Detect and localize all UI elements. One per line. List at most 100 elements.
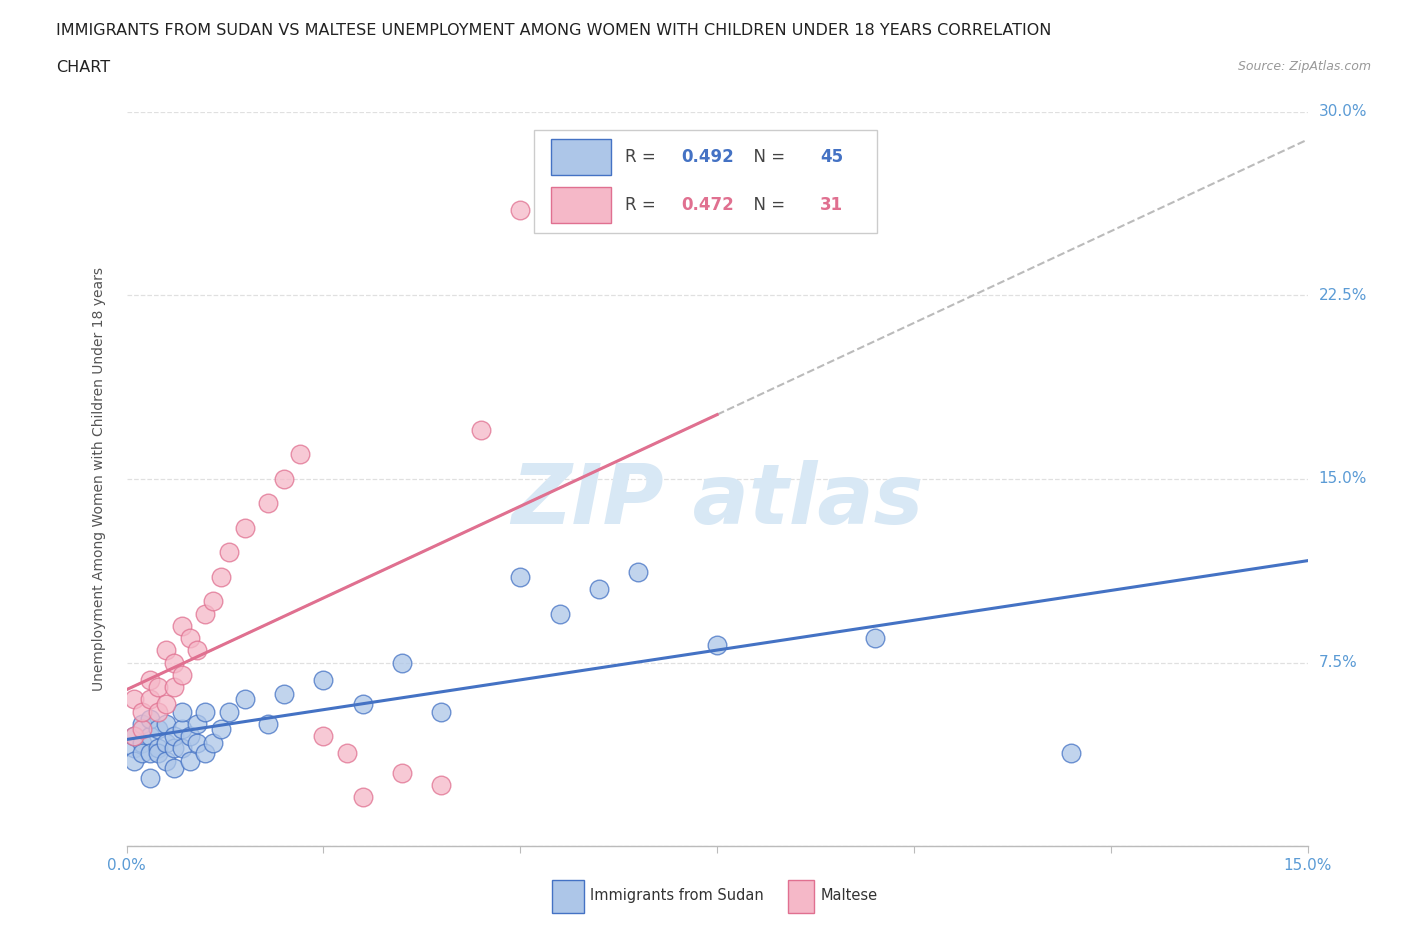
Point — [202, 594, 225, 609]
Point — [430, 704, 453, 719]
Point — [155, 716, 177, 731]
Point — [470, 422, 492, 437]
Point — [124, 692, 146, 707]
Point — [139, 770, 162, 785]
Point — [146, 722, 169, 737]
Point — [257, 716, 280, 731]
Point — [430, 777, 453, 792]
Text: 30.0%: 30.0% — [1319, 104, 1367, 119]
Point — [218, 545, 240, 560]
Point — [163, 655, 186, 670]
Point — [146, 704, 169, 719]
Point — [163, 680, 186, 695]
Point — [312, 729, 335, 744]
Point — [155, 736, 177, 751]
Point — [186, 736, 208, 751]
Point — [139, 672, 162, 687]
Point — [155, 753, 177, 768]
Point — [163, 729, 186, 744]
Text: N =: N = — [742, 148, 790, 166]
Text: 31: 31 — [820, 196, 844, 214]
Point — [131, 716, 153, 731]
Text: 22.5%: 22.5% — [1319, 287, 1367, 303]
Point — [170, 618, 193, 633]
Point — [336, 746, 359, 761]
Point — [257, 496, 280, 511]
Point — [194, 746, 217, 761]
Point — [124, 753, 146, 768]
Point — [391, 655, 413, 670]
Point — [124, 741, 146, 756]
Point — [509, 569, 531, 584]
Point — [170, 722, 193, 737]
FancyBboxPatch shape — [534, 130, 876, 232]
Point — [170, 741, 193, 756]
Text: R =: R = — [624, 148, 661, 166]
Text: ZIP atlas: ZIP atlas — [510, 460, 924, 541]
Text: R =: R = — [624, 196, 661, 214]
Text: 45: 45 — [820, 148, 844, 166]
Point — [194, 606, 217, 621]
Point — [273, 687, 295, 702]
Point — [288, 447, 311, 462]
Text: 7.5%: 7.5% — [1319, 655, 1357, 671]
Point — [588, 582, 610, 597]
Point — [209, 722, 232, 737]
Point — [233, 692, 256, 707]
Point — [146, 680, 169, 695]
Point — [139, 692, 162, 707]
Point — [139, 729, 162, 744]
Bar — [551, 880, 585, 913]
Point — [179, 631, 201, 645]
Point — [131, 736, 153, 751]
Text: IMMIGRANTS FROM SUDAN VS MALTESE UNEMPLOYMENT AMONG WOMEN WITH CHILDREN UNDER 18: IMMIGRANTS FROM SUDAN VS MALTESE UNEMPLO… — [56, 23, 1052, 38]
Point — [179, 753, 201, 768]
Point — [202, 736, 225, 751]
Point — [131, 722, 153, 737]
FancyBboxPatch shape — [551, 187, 610, 222]
Point — [1060, 746, 1083, 761]
Point — [352, 697, 374, 711]
Point — [155, 643, 177, 658]
Point — [155, 697, 177, 711]
Point — [352, 790, 374, 804]
Text: Immigrants from Sudan: Immigrants from Sudan — [591, 887, 763, 903]
Point — [124, 729, 146, 744]
Point — [139, 746, 162, 761]
Text: 0.492: 0.492 — [682, 148, 734, 166]
Point — [146, 741, 169, 756]
Text: Maltese: Maltese — [821, 887, 877, 903]
Point — [627, 565, 650, 579]
Point — [186, 716, 208, 731]
Point — [548, 606, 571, 621]
Y-axis label: Unemployment Among Women with Children Under 18 years: Unemployment Among Women with Children U… — [91, 267, 105, 691]
Point — [170, 668, 193, 683]
Text: 0.472: 0.472 — [682, 196, 734, 214]
Point — [163, 741, 186, 756]
Point — [139, 711, 162, 726]
Text: CHART: CHART — [56, 60, 110, 75]
Point — [391, 765, 413, 780]
Point — [131, 704, 153, 719]
Bar — [787, 880, 814, 913]
Text: N =: N = — [742, 196, 790, 214]
Point — [194, 704, 217, 719]
Point — [124, 729, 146, 744]
Text: 15.0%: 15.0% — [1319, 472, 1367, 486]
Point — [509, 202, 531, 217]
Point — [273, 472, 295, 486]
Point — [131, 746, 153, 761]
Point — [706, 638, 728, 653]
Text: Source: ZipAtlas.com: Source: ZipAtlas.com — [1237, 60, 1371, 73]
Point — [179, 729, 201, 744]
Point — [233, 521, 256, 536]
Point — [170, 704, 193, 719]
Point — [186, 643, 208, 658]
Point — [209, 569, 232, 584]
FancyBboxPatch shape — [551, 140, 610, 175]
Point — [312, 672, 335, 687]
Point — [146, 746, 169, 761]
Point — [163, 761, 186, 776]
Point — [218, 704, 240, 719]
Point — [863, 631, 886, 645]
